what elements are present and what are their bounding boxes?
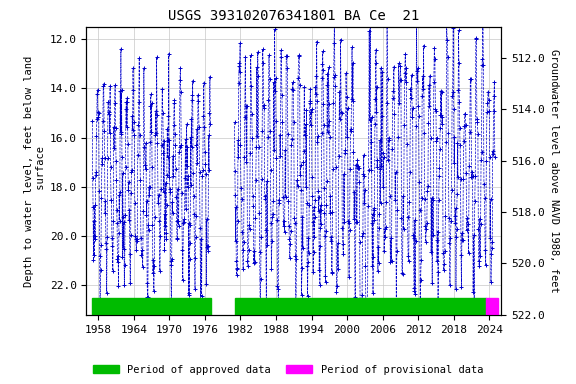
Legend: Period of approved data, Period of provisional data: Period of approved data, Period of provi… — [89, 361, 487, 379]
Bar — [92, 298, 211, 315]
Y-axis label: Groundwater level above NAVD 1988, feet: Groundwater level above NAVD 1988, feet — [549, 49, 559, 293]
Bar — [486, 298, 498, 315]
Bar — [234, 298, 486, 315]
Y-axis label: Depth to water level, feet below land
 surface: Depth to water level, feet below land su… — [24, 55, 46, 286]
Title: USGS 393102076341801 BA Ce  21: USGS 393102076341801 BA Ce 21 — [168, 9, 419, 23]
